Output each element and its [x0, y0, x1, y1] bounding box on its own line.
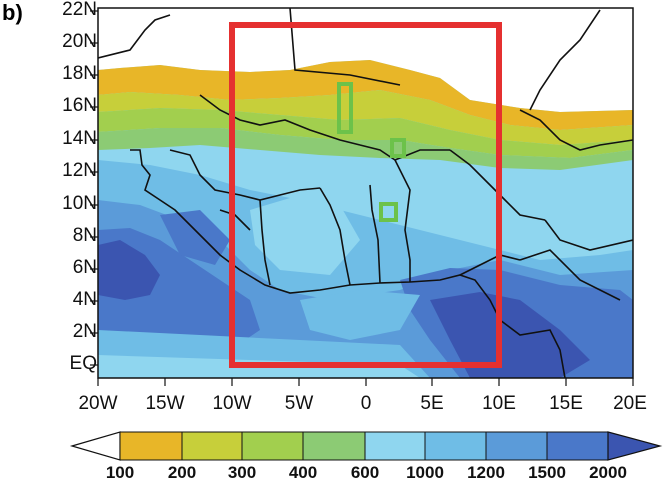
lon-label: 10W: [212, 393, 252, 414]
lat-label: EQ: [69, 353, 97, 374]
colorbar-label: 1000: [406, 463, 444, 482]
lat-label: 8N: [72, 225, 97, 246]
precip-contours: [98, 8, 633, 378]
lon-label: 0: [360, 393, 372, 414]
colorbar: [69, 431, 663, 461]
lat-label: 22N: [62, 0, 97, 20]
colorbar-low-arrow: [69, 431, 121, 461]
colorbar-label: 200: [167, 463, 197, 482]
lon-label: 5W: [284, 393, 314, 414]
coastlines: [98, 8, 633, 378]
axis-ticks: [90, 10, 634, 386]
lat-label: 16N: [62, 95, 97, 116]
lat-label: 2N: [72, 321, 97, 342]
lat-label: 4N: [72, 289, 97, 310]
lat-label: 12N: [62, 160, 97, 181]
panel-label: b): [2, 0, 23, 25]
colorbar-label: 2000: [589, 463, 627, 482]
lon-label: 15W: [145, 393, 185, 414]
lon-label: 20W: [78, 393, 118, 414]
colorbar-label: 300: [227, 463, 257, 482]
site-box-1: [337, 82, 353, 134]
study-region-box: [229, 22, 502, 368]
lon-label: 10E: [482, 393, 516, 414]
lon-label: 20E: [613, 393, 647, 414]
colorbar-label: 100: [105, 463, 135, 482]
lat-label: 18N: [62, 63, 97, 84]
lat-label: 10N: [62, 193, 97, 214]
lat-label: 20N: [62, 31, 97, 52]
colorbar-label: 1500: [528, 463, 566, 482]
lat-label: 6N: [72, 257, 97, 278]
lat-label: 14N: [62, 128, 97, 149]
site-boxes: [337, 82, 406, 222]
site-box-2: [390, 138, 406, 158]
lon-label: 15E: [549, 393, 583, 414]
lon-label: 5E: [420, 393, 444, 414]
colorbar-label: 400: [288, 463, 318, 482]
colorbar-label: 600: [350, 463, 380, 482]
site-box-3: [379, 202, 398, 222]
colorbar-high-arrow: [607, 431, 663, 461]
colorbar-label: 1200: [467, 463, 505, 482]
